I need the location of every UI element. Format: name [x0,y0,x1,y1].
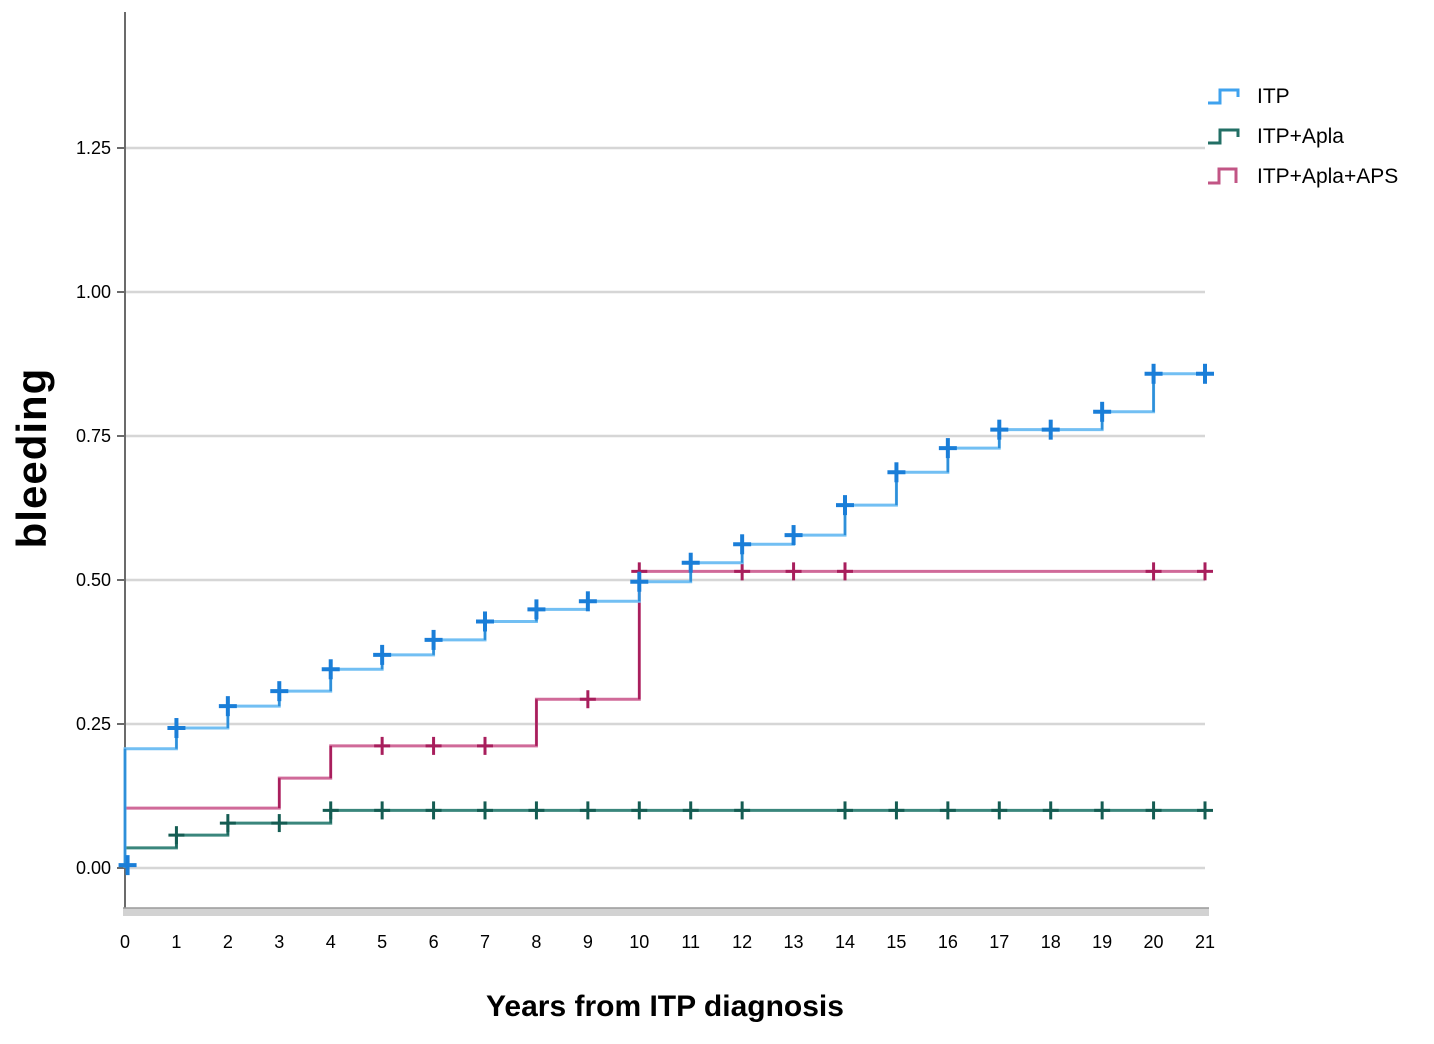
x-tick-label: 1 [171,932,181,952]
legend: ITP ITP+Apla ITP+Apla+APS [1206,84,1398,190]
legend-label: ITP+Apla+APS [1257,165,1399,188]
x-tick-label: 5 [377,932,387,952]
legend-label: ITP [1257,85,1290,108]
y-tick-label: 0.50 [76,570,111,590]
x-tick-label: 12 [732,932,752,952]
itp-apla-aps-step-line-icon [1208,167,1238,185]
y-tick-label: 1.00 [76,282,111,302]
x-tick-label: 8 [531,932,541,952]
x-tick-label: 21 [1195,932,1215,952]
series-line-itp [123,372,1205,868]
y-tick-label: 1.25 [76,138,111,158]
x-tick-label: 10 [629,932,649,952]
series-line-itp-apla-aps [123,569,1205,851]
x-tick-label: 18 [1041,932,1061,952]
legend-label: ITP+Apla [1257,125,1344,148]
x-axis-line [123,908,1209,916]
itp-apla-step-line-icon [1208,128,1240,145]
x-tick-label: 4 [326,932,336,952]
x-tick-label: 9 [583,932,593,952]
x-tick-label: 14 [835,932,855,952]
x-tick-label: 6 [429,932,439,952]
legend-item-itp-apla-aps: ITP+Apla+APS [1206,164,1398,190]
x-tick-label: 7 [480,932,490,952]
series-line-itp-apla [123,808,1205,862]
x-tick-label: 0 [120,932,130,952]
x-tick-label: 20 [1144,932,1164,952]
legend-item-itp: ITP [1206,84,1398,110]
x-tick-label: 3 [274,932,284,952]
legend-item-itp-apla: ITP+Apla [1206,124,1398,150]
y-tick-label: 0.25 [76,714,111,734]
x-tick-label: 11 [681,932,700,952]
x-tick-label: 17 [989,932,1009,952]
itp-step-line-icon [1208,88,1240,105]
x-tick-label: 19 [1092,932,1112,952]
y-tick-label: 0.00 [76,858,111,878]
x-tick-label: 2 [223,932,233,952]
x-tick-label: 13 [784,932,804,952]
y-axis-title: bleeding [8,367,55,549]
x-tick-label: 16 [938,932,958,952]
x-axis-title: Years from ITP diagnosis [486,990,844,1023]
y-tick-label: 0.75 [76,426,111,446]
x-tick-label: 15 [886,932,906,952]
